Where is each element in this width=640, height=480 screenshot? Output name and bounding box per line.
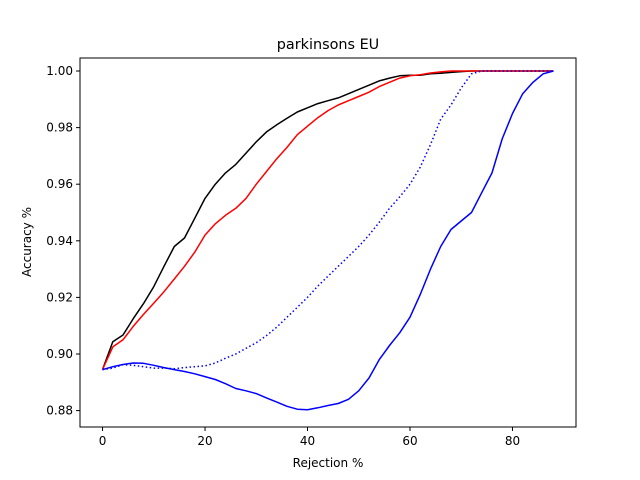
- y-tick-label: 1.00: [46, 64, 73, 78]
- x-tick-label: 80: [505, 434, 520, 448]
- y-axis: 0.88 0.90 0.92 0.94 0.96 0.98 1.00: [46, 64, 80, 418]
- chart-title: parkinsons EU: [277, 37, 379, 53]
- y-tick-label: 0.88: [46, 404, 73, 418]
- x-axis-label: Rejection %: [293, 456, 364, 470]
- x-tick-label: 60: [402, 434, 417, 448]
- y-tick-label: 0.96: [46, 177, 73, 191]
- series-line-2: [102, 70, 554, 371]
- y-axis-label: Accuracy %: [20, 207, 34, 277]
- x-axis: 0 20 40 60 80: [99, 427, 520, 448]
- y-tick-label: 0.94: [46, 234, 73, 248]
- y-tick-label: 0.90: [46, 347, 73, 361]
- series-line-3: [102, 70, 554, 411]
- x-tick-label: 0: [99, 434, 107, 448]
- plot-frame: [79, 57, 577, 428]
- y-tick-label: 0.98: [46, 121, 73, 135]
- y-tick-label: 0.92: [46, 290, 73, 304]
- series-layer: [101, 70, 554, 411]
- series-line-1: [101, 70, 554, 370]
- x-tick-label: 20: [197, 434, 212, 448]
- x-tick-label: 40: [300, 434, 315, 448]
